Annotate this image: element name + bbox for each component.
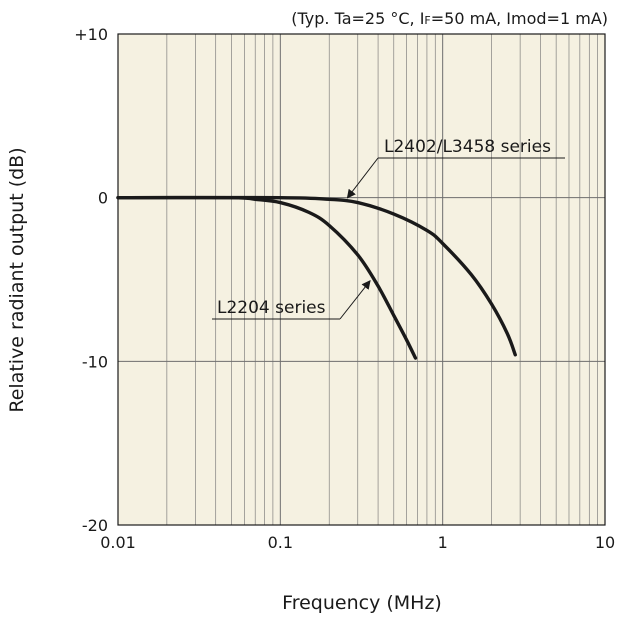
y-tick-label: 0 — [98, 189, 108, 208]
plot-area — [118, 34, 605, 525]
y-tick-label: -10 — [82, 352, 108, 371]
series-line — [116, 195, 517, 357]
label-arrow — [346, 157, 379, 199]
curves — [116, 195, 517, 360]
x-tick-label: 1 — [438, 533, 448, 552]
x-axis-label: Frequency (MHz) — [282, 592, 442, 614]
tick-labels: 0.01 0.1 1 10 +10 0 -10 -20 — [74, 25, 615, 552]
series-label: L2204 series — [217, 298, 326, 318]
y-tick-label: +10 — [74, 25, 108, 44]
x-tick-label: 0.1 — [268, 533, 293, 552]
x-tick-label: 10 — [595, 533, 615, 552]
series-label: L2402/L3458 series — [384, 137, 551, 157]
x-tick-label: 0.01 — [100, 533, 136, 552]
y-axis-label: Relative radiant output (dB) — [6, 147, 28, 412]
series-line — [116, 195, 418, 360]
conditions-label: (Typ. Ta=25 °C, IF=50 mA, Imod=1 mA) — [291, 9, 608, 28]
plot-frame — [117, 33, 606, 526]
y-tick-label: -20 — [82, 516, 108, 535]
label-arrow — [339, 280, 371, 320]
annotations: L2402/L3458 series L2204 series — [212, 137, 565, 320]
